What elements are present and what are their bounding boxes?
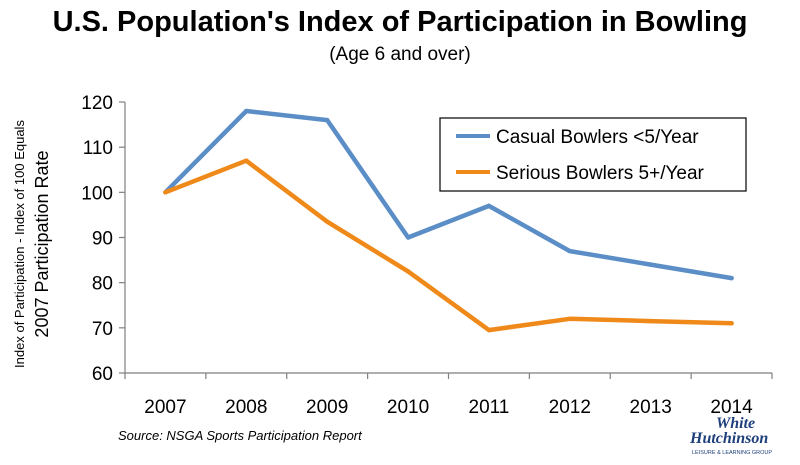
data-point-serious-2010 xyxy=(405,269,411,274)
data-point-casual-2012 xyxy=(567,248,573,254)
legend-box xyxy=(439,117,747,192)
data-point-serious-2007 xyxy=(163,190,168,195)
data-point-serious-2012 xyxy=(567,316,573,321)
y-tick-label: 70 xyxy=(92,319,113,340)
legend-label-serious: Serious Bowlers 5+/Year xyxy=(496,163,705,184)
legend-label-casual: Casual Bowlers <5/Year xyxy=(496,127,699,148)
x-tick-label: 2012 xyxy=(549,397,591,418)
series-line-serious xyxy=(163,158,734,333)
data-point-casual-2010 xyxy=(405,235,411,240)
data-point-serious-2008 xyxy=(244,158,249,163)
data-point-casual-2011 xyxy=(486,203,492,209)
y-tick-label: 60 xyxy=(92,364,113,385)
y-tick-labels: 60 70 80 90 100 110 120 xyxy=(81,93,113,385)
y-axis-label: Index of Participation - Index of 100 Eq… xyxy=(12,120,52,368)
series-line-casual xyxy=(163,108,734,281)
x-tick-label: 2011 xyxy=(469,397,510,418)
y-tick-label: 100 xyxy=(81,183,113,204)
x-tick-labels: 2007 2008 2009 2010 2011 2012 2013 2014 xyxy=(144,397,753,418)
x-tick-label: 2008 xyxy=(225,397,267,418)
chart-title: U.S. Population's Index of Participation… xyxy=(52,6,748,38)
data-point-serious-2011 xyxy=(486,327,492,333)
data-point-casual-2008 xyxy=(244,108,249,114)
data-point-casual-2013 xyxy=(648,262,653,267)
logo-line2: Hutchinson xyxy=(689,430,768,447)
logo-tagline: LEISURE & LEARNING GROUP xyxy=(692,450,772,456)
x-tick-label: 2009 xyxy=(306,397,348,418)
logo-line1: White xyxy=(716,415,755,432)
y-axis-label-line1: Index of Participation - Index of 100 Eq… xyxy=(12,120,27,368)
legend: Casual Bowlers <5/Year Serious Bowlers 5… xyxy=(439,117,747,192)
y-tick-label: 120 xyxy=(81,93,113,114)
data-point-casual-2014 xyxy=(729,275,734,281)
y-tick-label: 80 xyxy=(92,274,113,295)
x-tick-label: 2013 xyxy=(630,397,672,418)
y-axis-label-line2: 2007 Participation Rate xyxy=(32,150,52,337)
data-point-serious-2009 xyxy=(324,219,330,224)
y-tick-label: 90 xyxy=(92,229,113,250)
data-point-serious-2014 xyxy=(729,321,734,326)
series-lines xyxy=(163,108,734,333)
data-point-casual-2009 xyxy=(324,117,330,123)
x-tick-label: 2014 xyxy=(710,397,753,418)
x-tick-label: 2010 xyxy=(387,397,429,418)
data-point-serious-2013 xyxy=(648,318,653,324)
chart-subtitle: (Age 6 and over) xyxy=(329,44,471,65)
white-hutchinson-logo: White Hutchinson LEISURE & LEARNING GROU… xyxy=(689,415,772,456)
source-note: Source: NSGA Sports Participation Report xyxy=(118,428,362,443)
x-tick-label: 2007 xyxy=(144,397,186,418)
axes xyxy=(119,101,773,379)
y-tick-label: 110 xyxy=(83,138,113,159)
